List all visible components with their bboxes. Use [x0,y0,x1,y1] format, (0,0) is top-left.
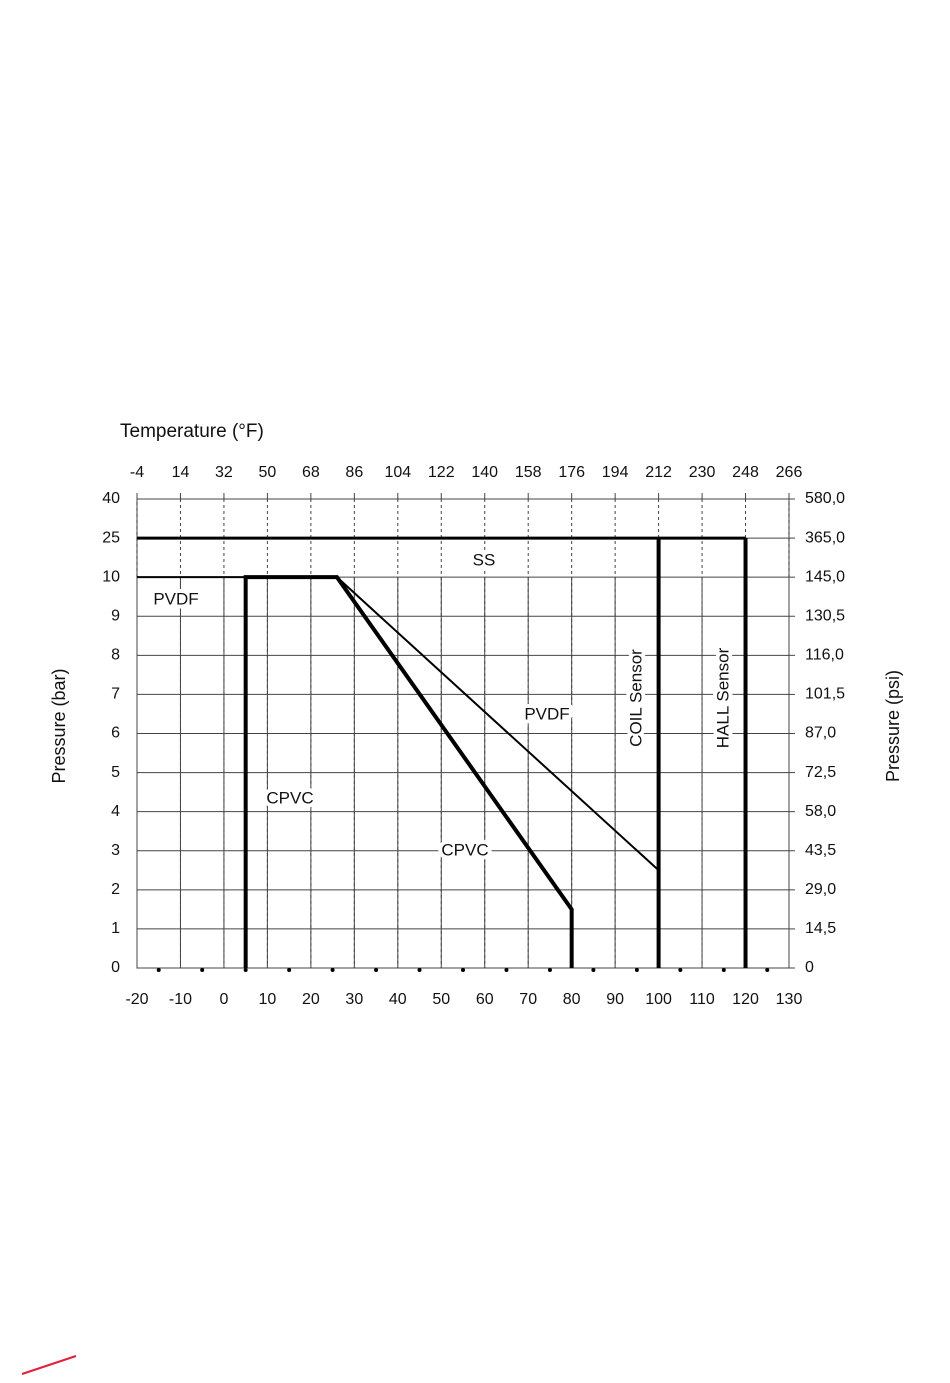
y-tick-label: 4 [111,803,120,820]
y2-tick-label: 87,0 [805,725,836,742]
y2-tick-label: 43,5 [805,842,836,859]
series-line [243,575,574,968]
series-label: SS [473,550,496,569]
y2-tick-label: 130,5 [805,607,845,624]
x2-tick-label: 14 [172,464,190,481]
x-tick-label: 130 [776,991,803,1008]
axis-dot [243,968,248,972]
x-tick-label: 100 [645,991,672,1008]
x-tick-label: 10 [259,991,277,1008]
y2-tick-label: 365,0 [805,529,845,546]
y2-tick-label: 58,0 [805,803,836,820]
x-tick-label: -20 [125,991,148,1008]
y-tick-label: 6 [111,725,120,742]
y-tick-label: 9 [111,607,120,624]
y2-tick-label: 580,0 [805,490,845,507]
y2-tick-label: 116,0 [805,647,844,664]
y-tick-label: 25 [102,529,120,546]
y-tick-label: 7 [111,686,120,703]
x2-tick-label: 140 [471,464,498,481]
x2-tick-label: 50 [259,464,277,481]
y-axis-title: Pressure (bar) [49,668,69,783]
y-tick-label: 10 [102,568,120,585]
series-label: PVDF [153,589,198,608]
axis-dot [721,968,726,972]
x2-tick-label: 68 [302,464,320,481]
y-tick-label: 5 [111,764,120,781]
axis-dot [634,968,639,972]
axis-dot [417,968,422,972]
y-tick-label: 40 [102,490,120,507]
x-tick-label: 0 [219,991,228,1008]
x-tick-label: 30 [345,991,363,1008]
axis-dot [156,968,161,972]
x2-tick-label: 32 [215,464,233,481]
series-label: CPVC [266,788,313,807]
y2-tick-label: 29,0 [805,881,836,898]
x2-tick-label: 122 [428,464,455,481]
x-tick-label: 20 [302,991,320,1008]
x2-tick-label: 176 [558,464,585,481]
logo-mark [21,1355,77,1375]
annotation: CPVC [441,840,488,859]
y2-tick-label: 72,5 [805,764,836,781]
axis-dot [678,968,683,972]
x-tick-label: 70 [519,991,537,1008]
x2-tick-label: 194 [602,464,629,481]
x-tick-label: 110 [689,991,715,1008]
chart-title: Temperature (°F) [120,421,264,442]
x2-tick-label: -4 [130,464,144,481]
y-tick-label: 1 [111,920,120,937]
x2-tick-label: 248 [732,464,759,481]
x-tick-label: 50 [432,991,450,1008]
y2-tick-label: 0 [805,959,814,976]
y2-axis-title: Pressure (psi) [883,670,903,782]
y-tick-label: 0 [111,959,120,976]
x2-tick-label: 86 [345,464,363,481]
annotation: PVDF [524,704,569,723]
axis-dot [287,968,292,972]
x-tick-label: 90 [606,991,624,1008]
x2-tick-label: 104 [384,464,411,481]
axis-dot [504,968,509,972]
axis-dot [765,968,770,972]
axis-dot [591,968,596,972]
axis-dot [547,968,552,972]
y-tick-label: 2 [111,881,120,898]
x2-tick-label: 230 [689,464,716,481]
x2-tick-label: 266 [776,464,803,481]
x2-tick-label: 158 [515,464,542,481]
x-tick-label: 80 [563,991,581,1008]
series-label: COIL Sensor [626,649,645,747]
y2-tick-label: 145,0 [805,568,845,585]
x-tick-label: 60 [476,991,494,1008]
axis-dot [330,968,335,972]
axis-dot [461,968,465,972]
y-tick-label: 3 [111,842,120,859]
y2-tick-label: 101,5 [805,686,845,703]
y-tick-label: 8 [111,647,120,664]
x-tick-label: 120 [732,991,759,1008]
axis-dot [374,968,379,972]
x2-tick-label: 212 [645,464,672,481]
x-tick-label: -10 [169,991,192,1008]
x-tick-label: 40 [389,991,407,1008]
y2-tick-label: 14,5 [805,920,836,937]
axis-dot [200,968,205,972]
series-label: HALL Sensor [713,647,732,748]
